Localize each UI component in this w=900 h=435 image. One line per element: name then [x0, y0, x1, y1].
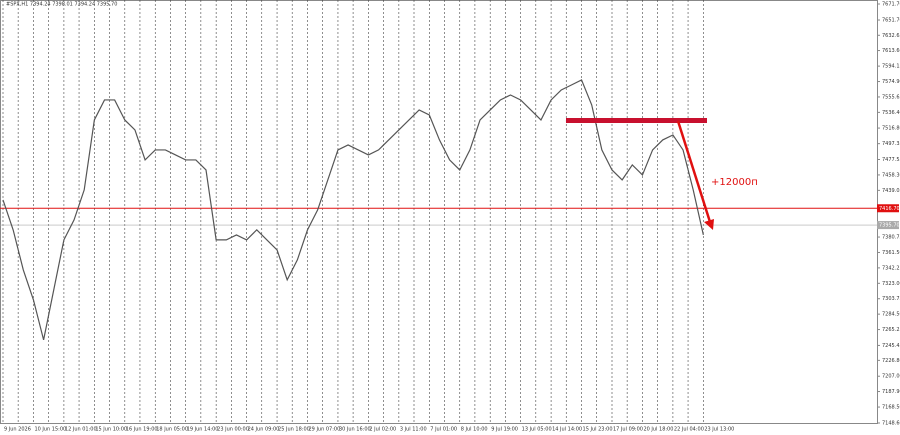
x-tick-label: 18 Jun 05:00: [156, 427, 188, 433]
y-tick-label: 7439.05: [882, 188, 900, 194]
y-tick-label: 7516.80: [882, 126, 900, 132]
chart-title: #SPX,H1 7394.24 7398.01 7394.24 7395.70: [6, 2, 117, 8]
y-tick-label: 7187.90: [882, 389, 900, 395]
current-price-label: 7395.70: [879, 223, 900, 229]
x-tick-label: 24 Jun 09:00: [248, 427, 280, 433]
x-tick-label: 7 Jul 01:00: [430, 427, 457, 433]
y-tick-label: 7594.15: [882, 64, 900, 70]
y-tick-label: 7148.60: [882, 421, 900, 427]
x-tick-label: 23 Jun 00:00: [217, 427, 249, 433]
current-price-box: [877, 221, 899, 230]
y-tick-label: 7574.90: [882, 79, 900, 85]
y-tick-label: 7613.60: [882, 48, 900, 54]
x-tick-label: 15 Jul 23:00: [583, 427, 613, 433]
level-box: [877, 204, 899, 213]
plot-frame: [0, 0, 878, 424]
y-tick-label: 7497.35: [882, 141, 900, 147]
arrow-head: [704, 219, 714, 230]
x-tick-label: 30 Jun 16:00: [339, 427, 371, 433]
x-tick-label: 17 Jul 09:00: [613, 427, 643, 433]
y-tick-label: 7226.80: [882, 358, 900, 364]
y-tick-label: 7555.65: [882, 94, 900, 100]
x-tick-label: 19 Jun 14:00: [187, 427, 219, 433]
y-tick-label: 7265.25: [882, 327, 900, 333]
x-tick-label: 14 Jul 14:00: [552, 427, 582, 433]
y-tick-label: 7458.30: [882, 172, 900, 178]
x-tick-label: 16 Jun 19:00: [126, 427, 158, 433]
x-tick-label: 8 Jul 10:00: [461, 427, 488, 433]
y-tick-label: 7477.55: [882, 157, 900, 163]
level-label: 7416.70: [879, 206, 900, 212]
x-tick-label: 13 Jul 05:00: [522, 427, 552, 433]
x-tick-label: 12 Jun 01:00: [65, 427, 97, 433]
y-tick-label: 7245.45: [882, 343, 900, 349]
y-tick-label: 7303.75: [882, 296, 900, 302]
y-tick-label: 7632.65: [882, 33, 900, 39]
y-tick-label: 7671.70: [882, 2, 900, 8]
x-tick-label: 10 Jun 15:00: [34, 427, 66, 433]
trend-arrow: [676, 120, 712, 223]
x-tick-label: 15 Jun 10:00: [95, 427, 127, 433]
x-tick-label: 9 Jun 2026: [4, 427, 31, 433]
annotation: +12000п: [711, 177, 758, 188]
x-tick-label: 25 Jun 18:00: [278, 427, 310, 433]
x-tick-label: 20 Jul 18:00: [643, 427, 673, 433]
y-tick-label: 7536.40: [882, 110, 900, 116]
x-tick-label: 2 Jul 02:00: [369, 427, 396, 433]
x-tick-label: 9 Jul 19:00: [491, 427, 518, 433]
x-tick-label: 3 Jul 11:00: [400, 427, 427, 433]
y-tick-label: 7207.00: [882, 374, 900, 380]
y-tick-label: 7361.50: [882, 250, 900, 256]
y-tick-label: 7342.25: [882, 265, 900, 271]
x-tick-label: 29 Jun 07:00: [309, 427, 341, 433]
y-tick-label: 7323.00: [882, 281, 900, 287]
y-tick-label: 7380.75: [882, 235, 900, 241]
price-line: [2, 79, 704, 341]
y-tick-label: 7168.50: [882, 405, 900, 411]
y-tick-label: 7651.70: [882, 18, 900, 24]
x-tick-label: 22 Jul 04:00: [674, 427, 704, 433]
x-tick-label: 23 Jul 13:00: [704, 427, 734, 433]
y-tick-label: 7284.50: [882, 312, 900, 318]
